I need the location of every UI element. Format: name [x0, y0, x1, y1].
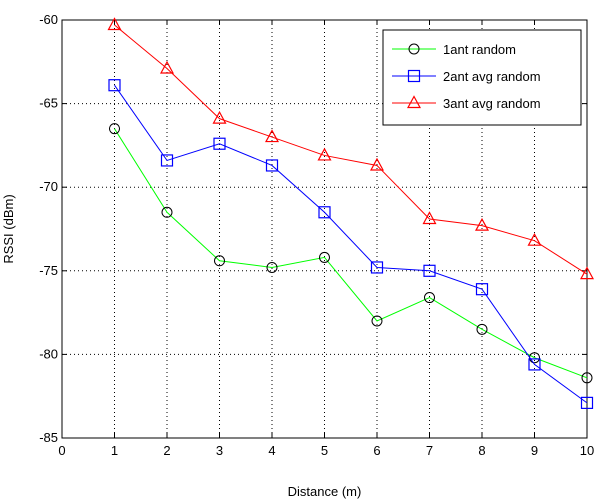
legend-item: 2ant avg random: [392, 69, 541, 84]
series-3: [107, 17, 595, 280]
x-tick-label: 6: [373, 443, 380, 458]
data-point: [317, 147, 332, 161]
y-tick-label: -70: [39, 179, 58, 194]
axis-ticks: 0 1 2 3 4 5 6 7 8 9 10 -60 -65 -70 -75 -80 -85: [39, 12, 594, 458]
series-line: [114, 24, 588, 275]
y-tick-label: -85: [39, 430, 58, 445]
data-point: [581, 372, 593, 384]
legend-marker: [406, 95, 422, 109]
data-point: [213, 137, 226, 150]
data-point: [369, 157, 385, 171]
data-point: [579, 266, 595, 280]
data-point: [214, 255, 225, 267]
x-tick-label: 10: [580, 443, 594, 458]
data-point: [371, 315, 383, 327]
data-point: [528, 358, 541, 371]
data-point: [580, 396, 594, 409]
data-point: [475, 283, 489, 296]
data-point: [319, 251, 330, 263]
y-axis-label: RSSI (dBm): [1, 194, 16, 263]
data-point: [212, 110, 227, 124]
data-point: [264, 129, 280, 143]
data-point: [108, 79, 121, 92]
x-tick-label: 1: [111, 443, 118, 458]
data-point: [109, 123, 120, 135]
legend-box: [382, 29, 582, 126]
data-point: [527, 232, 542, 246]
y-tick-label: -75: [39, 263, 58, 278]
data-point: [423, 264, 436, 277]
data-point: [266, 261, 278, 273]
legend: 1ant random 2ant avg random 3ant avg rando…: [382, 29, 582, 126]
series-line: [114, 84, 588, 404]
x-tick-label: 2: [163, 443, 170, 458]
data-point: [476, 323, 488, 335]
x-tick-label: 9: [531, 443, 538, 458]
legend-label: 2ant avg random: [443, 69, 541, 84]
x-tick-label: 7: [426, 443, 433, 458]
y-tick-label: -65: [39, 96, 58, 111]
legend-item: 1ant random: [392, 42, 516, 57]
data-point: [422, 211, 437, 225]
grid-lines: [62, 20, 587, 438]
data-point: [424, 292, 435, 304]
legend-item: 3ant avg random: [392, 95, 541, 111]
x-tick-label: 0: [58, 443, 65, 458]
data-point: [474, 217, 490, 231]
legend-marker: [407, 69, 421, 83]
series-group: [107, 17, 595, 409]
x-tick-label: 4: [268, 443, 275, 458]
x-tick-label: 5: [321, 443, 328, 458]
data-point: [107, 17, 122, 31]
data-point: [160, 154, 174, 167]
y-tick-label: -60: [39, 12, 58, 27]
data-point: [318, 206, 331, 219]
x-tick-label: 3: [216, 443, 223, 458]
data-point: [161, 206, 173, 218]
data-point: [159, 60, 175, 74]
series-2: [108, 79, 594, 409]
x-axis-label: Distance (m): [288, 484, 362, 499]
legend-marker: [408, 43, 420, 55]
legend-label: 1ant random: [443, 42, 516, 57]
series-line: [114, 128, 588, 379]
y-tick-label: -80: [39, 346, 58, 361]
legend-label: 3ant avg random: [443, 96, 541, 111]
x-tick-label: 8: [478, 443, 485, 458]
data-point: [265, 159, 279, 172]
data-point: [370, 261, 384, 274]
